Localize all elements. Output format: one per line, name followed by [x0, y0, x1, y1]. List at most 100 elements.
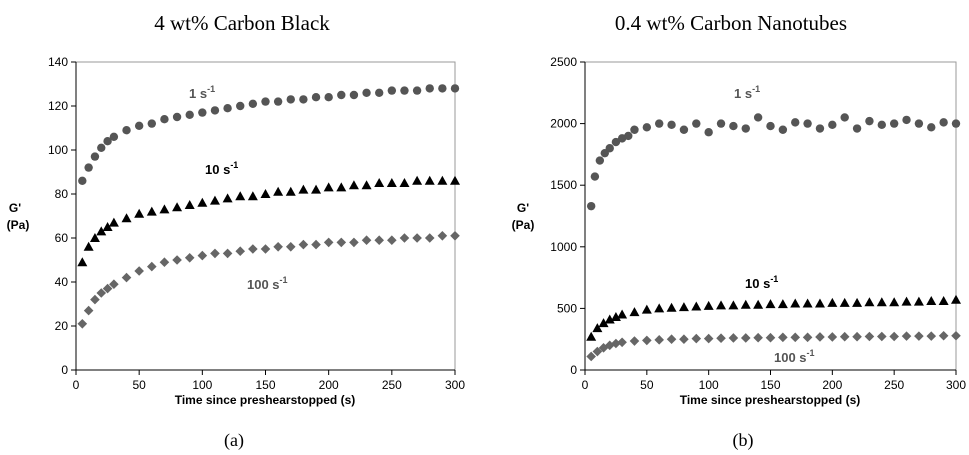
data-point-diamond — [629, 336, 640, 346]
x-axis-title: Time since preshearstopped (s) — [175, 393, 356, 407]
data-point-triangle — [412, 175, 423, 185]
x-tick-label: 200 — [822, 378, 842, 392]
data-point-diamond — [121, 272, 132, 283]
data-points — [586, 113, 961, 362]
data-point-circle — [877, 120, 886, 130]
data-point-triangle — [629, 307, 640, 317]
y-tick-label: 100 — [48, 143, 68, 157]
data-point-triangle — [77, 257, 88, 267]
data-point-triangle — [938, 296, 949, 306]
panel-caption: (a) — [224, 430, 244, 451]
x-tick-label: 100 — [699, 378, 719, 392]
data-point-diamond — [361, 235, 372, 245]
data-point-triangle — [184, 200, 195, 209]
y-axis-title-line1: G' — [517, 201, 529, 215]
data-point-triangle — [96, 226, 107, 236]
data-point-diamond — [716, 333, 726, 344]
data-point-triangle — [802, 298, 813, 308]
data-point-circle — [210, 106, 220, 115]
chart-title: 4 wt% Carbon Black — [154, 11, 330, 35]
data-point-circle — [778, 125, 788, 134]
data-point-diamond — [374, 235, 384, 245]
data-point-diamond — [740, 333, 751, 343]
x-tick-label: 100 — [192, 378, 212, 392]
y-axis-title: G' (Pa) — [512, 201, 535, 232]
data-point-diamond — [450, 231, 460, 241]
data-point-triangle — [654, 303, 665, 313]
y-axis-title-line2: (Pa) — [512, 218, 535, 232]
data-point-circle — [716, 119, 726, 128]
data-point-circle — [387, 86, 397, 95]
data-point-circle — [815, 124, 825, 133]
y-tick-label: 40 — [55, 275, 69, 289]
data-point-diamond — [96, 288, 107, 298]
data-point-circle — [134, 121, 144, 130]
data-point-circle — [147, 119, 156, 128]
data-point-diamond — [285, 242, 296, 252]
x-tick-label: 300 — [445, 378, 465, 392]
y-tick-label: 0 — [61, 363, 68, 377]
data-point-triangle — [814, 298, 825, 308]
data-point-triangle — [348, 180, 359, 190]
data-point-triangle — [753, 299, 764, 309]
data-point-diamond — [90, 294, 100, 305]
data-point-triangle — [260, 189, 271, 198]
y-axis-title: G' (Pa) — [7, 201, 30, 232]
data-point-triangle — [598, 318, 609, 328]
data-point-circle — [642, 123, 652, 132]
data-point-circle — [223, 104, 232, 113]
chart-title: 0.4 wt% Carbon Nanotubes — [615, 11, 847, 35]
data-point-circle — [185, 110, 194, 120]
data-point-diamond — [926, 331, 937, 341]
data-point-triangle — [361, 180, 372, 190]
data-point-triangle — [889, 297, 900, 307]
data-point-circle — [889, 119, 899, 128]
data-point-circle — [803, 119, 812, 128]
data-point-diamond — [586, 351, 596, 362]
data-point-triangle — [852, 297, 863, 307]
data-point-diamond — [159, 257, 170, 267]
x-tick-label: 250 — [884, 378, 904, 392]
data-point-triangle — [108, 217, 119, 227]
data-point-triangle — [827, 297, 838, 307]
chart-carbon-black-svg: 4 wt% Carbon Black G' (Pa) 0 50 100 150 200 2… — [7, 11, 466, 451]
x-tick-label: 250 — [382, 378, 402, 392]
data-point-diamond — [273, 242, 283, 252]
data-point-circle — [349, 90, 359, 100]
data-point-circle — [375, 88, 384, 98]
y-tick-label: 2500 — [550, 55, 577, 69]
data-point-diamond — [778, 332, 788, 343]
data-point-circle — [438, 84, 447, 93]
x-tick-label: 200 — [319, 378, 339, 392]
data-point-diamond — [611, 338, 621, 349]
data-point-circle — [160, 115, 169, 124]
data-point-diamond — [210, 248, 220, 259]
y-tick-label: 1000 — [550, 240, 577, 254]
data-point-triangle — [102, 222, 113, 231]
data-point-circle — [852, 124, 862, 133]
data-point-triangle — [146, 206, 157, 216]
data-point-circle — [865, 116, 874, 126]
data-point-circle — [84, 163, 93, 172]
data-point-triangle — [298, 184, 309, 194]
data-point-circle — [704, 128, 713, 137]
data-point-diamond — [83, 305, 94, 316]
data-point-circle — [97, 143, 106, 152]
data-point-diamond — [839, 331, 850, 342]
x-tick-label: 50 — [640, 378, 654, 392]
series-label-1s: 1 s-1 — [189, 84, 215, 101]
y-tick-label: 2000 — [550, 117, 577, 131]
data-point-circle — [103, 137, 112, 146]
data-point-triangle — [913, 296, 924, 306]
plot-area-border — [75, 61, 456, 371]
data-point-diamond — [951, 330, 961, 341]
data-point-circle — [729, 121, 738, 131]
data-point-circle — [611, 137, 621, 147]
data-point-circle — [586, 201, 596, 211]
data-point-diamond — [827, 332, 838, 342]
data-point-diamond — [691, 333, 702, 344]
data-point-diamond — [248, 244, 258, 254]
data-point-circle — [337, 90, 346, 100]
y-axis-title-line2: (Pa) — [7, 218, 30, 232]
data-point-triangle — [209, 195, 220, 205]
